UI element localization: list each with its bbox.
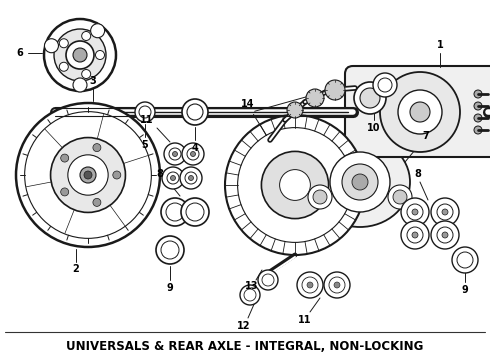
Text: 8: 8 [157, 169, 164, 179]
FancyBboxPatch shape [345, 66, 490, 157]
Circle shape [73, 48, 87, 62]
Circle shape [442, 209, 448, 215]
Circle shape [113, 171, 121, 179]
Text: 9: 9 [167, 283, 173, 293]
Text: 1: 1 [437, 40, 443, 50]
Circle shape [334, 282, 340, 288]
Circle shape [431, 198, 459, 226]
Circle shape [59, 39, 68, 48]
Text: 3: 3 [90, 76, 97, 86]
Circle shape [360, 88, 380, 108]
Text: 14: 14 [241, 99, 255, 109]
Circle shape [324, 272, 350, 298]
Circle shape [61, 188, 69, 196]
Circle shape [82, 69, 91, 78]
Circle shape [191, 152, 196, 157]
Circle shape [431, 221, 459, 249]
Circle shape [59, 62, 68, 71]
Circle shape [161, 198, 189, 226]
Circle shape [388, 185, 412, 209]
Circle shape [442, 232, 448, 238]
Circle shape [354, 82, 386, 114]
Circle shape [313, 190, 327, 204]
Circle shape [398, 90, 442, 134]
Circle shape [172, 152, 177, 157]
Text: 11: 11 [140, 115, 154, 125]
Circle shape [474, 114, 482, 122]
Circle shape [373, 73, 397, 97]
Circle shape [171, 175, 175, 180]
Circle shape [325, 80, 345, 100]
Circle shape [380, 72, 460, 152]
Text: 13: 13 [245, 281, 259, 291]
Circle shape [66, 41, 94, 69]
Text: 11: 11 [298, 315, 312, 325]
Circle shape [330, 152, 390, 212]
Circle shape [280, 170, 310, 201]
Circle shape [61, 154, 69, 162]
Circle shape [474, 102, 482, 110]
Circle shape [156, 236, 184, 264]
Circle shape [16, 103, 160, 247]
Circle shape [45, 39, 58, 53]
Circle shape [54, 29, 106, 81]
Circle shape [68, 155, 108, 195]
Circle shape [258, 270, 278, 290]
Text: 5: 5 [142, 140, 148, 150]
Circle shape [96, 50, 104, 59]
Circle shape [162, 167, 184, 189]
Circle shape [93, 144, 101, 152]
Circle shape [240, 285, 260, 305]
Circle shape [352, 174, 368, 190]
Circle shape [189, 175, 194, 180]
Circle shape [44, 19, 116, 91]
Circle shape [182, 143, 204, 165]
Circle shape [80, 167, 96, 183]
Circle shape [182, 99, 208, 125]
Circle shape [401, 221, 429, 249]
Circle shape [135, 102, 155, 122]
Ellipse shape [310, 137, 410, 227]
Text: 7: 7 [423, 131, 429, 141]
Text: 9: 9 [462, 285, 468, 295]
Circle shape [308, 185, 332, 209]
Circle shape [474, 126, 482, 134]
Circle shape [410, 102, 430, 122]
Circle shape [393, 190, 407, 204]
Circle shape [181, 198, 209, 226]
Circle shape [307, 282, 313, 288]
Circle shape [84, 171, 92, 179]
Circle shape [180, 167, 202, 189]
Circle shape [452, 247, 478, 273]
Circle shape [297, 272, 323, 298]
Circle shape [93, 198, 101, 206]
Text: 6: 6 [17, 48, 24, 58]
Text: 10: 10 [367, 123, 381, 133]
Circle shape [91, 24, 105, 38]
Circle shape [50, 138, 125, 212]
Text: UNIVERSALS & REAR AXLE - INTEGRAL, NON-LOCKING: UNIVERSALS & REAR AXLE - INTEGRAL, NON-L… [66, 339, 424, 352]
Circle shape [401, 198, 429, 226]
Circle shape [164, 143, 186, 165]
Circle shape [287, 102, 303, 118]
Text: 2: 2 [73, 264, 79, 274]
Circle shape [306, 89, 324, 107]
Circle shape [412, 232, 418, 238]
Circle shape [342, 164, 378, 200]
Circle shape [82, 31, 91, 40]
Text: 8: 8 [415, 169, 421, 179]
Circle shape [474, 90, 482, 98]
Circle shape [225, 115, 365, 255]
Text: 4: 4 [192, 143, 198, 153]
Circle shape [73, 78, 87, 92]
Text: 12: 12 [237, 321, 251, 331]
Circle shape [412, 209, 418, 215]
Circle shape [261, 152, 329, 219]
